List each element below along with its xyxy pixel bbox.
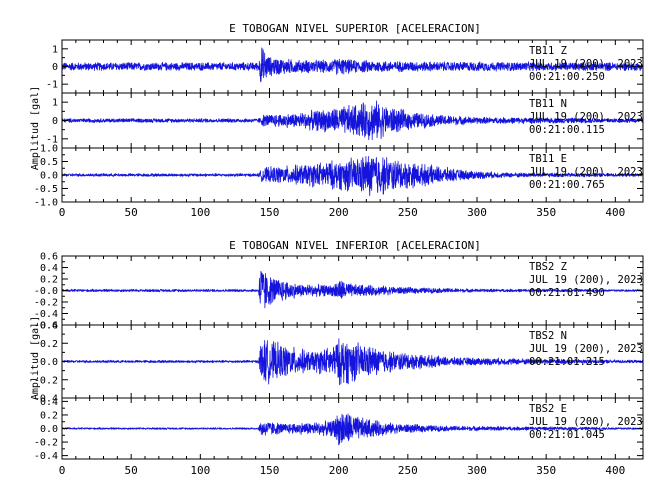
- date-label: JUL 19 (200), 2023: [529, 58, 643, 70]
- time-label: 00:21:00.250: [529, 71, 605, 83]
- y-tick-label: -1: [46, 134, 58, 145]
- x-tick-label: 200: [329, 206, 349, 219]
- y-tick-label: 0.4: [40, 321, 58, 332]
- chart-title-lower: E TOBOGAN NIVEL INFERIOR [ACELERACION]: [229, 239, 481, 252]
- chart-upper: E TOBOGAN NIVEL SUPERIOR [ACELERACION] A…: [30, 22, 644, 219]
- time-label: 00:21:00.765: [529, 179, 605, 191]
- x-tick-label: 0: [59, 206, 66, 219]
- trace-tb11-e: [62, 156, 643, 197]
- trace-tbs2-e: [62, 413, 643, 446]
- station-label: TB11 N: [529, 98, 567, 110]
- y-tick-label: 0.6: [40, 252, 58, 263]
- trace-tbs2-z: [62, 270, 643, 309]
- x-tick-label: 50: [125, 464, 138, 477]
- y-tick-label: 0.4: [40, 263, 58, 274]
- station-label: TB11 E: [529, 153, 567, 165]
- y-tick-label: -0.4: [34, 394, 58, 405]
- x-tick-label: 350: [536, 206, 556, 219]
- x-tick-label: 350: [536, 464, 556, 477]
- y-axis-label-lower: Amplitud [gal]: [30, 316, 41, 400]
- date-label: JUL 19 (200), 2023: [529, 111, 643, 123]
- trace-tb11-z: [62, 47, 643, 83]
- x-tick-label: 50: [125, 206, 138, 219]
- x-tick-label: 200: [329, 464, 349, 477]
- date-label: JUL 19 (200), 2023: [529, 343, 643, 355]
- y-tick-label: -0.2: [34, 298, 58, 309]
- station-label: TB11 Z: [529, 45, 567, 57]
- y-tick-label: 0: [52, 62, 58, 73]
- trace-tb11-n: [62, 100, 643, 141]
- y-tick-label: 0: [52, 116, 58, 127]
- x-tick-label: 250: [398, 206, 418, 219]
- x-tick-label: 100: [190, 464, 210, 477]
- time-label: 00:21:01.490: [529, 287, 605, 299]
- y-tick-label: 0.2: [40, 410, 58, 421]
- date-label: JUL 19 (200), 2023: [529, 166, 643, 178]
- y-tick-label: -1.0: [34, 198, 58, 209]
- y-tick-label: 0.5: [40, 157, 58, 168]
- x-tick-label: 300: [467, 464, 487, 477]
- time-label: 00:21:01.045: [529, 429, 605, 441]
- y-tick-label: 1: [52, 44, 58, 55]
- chart-lower: E TOBOGAN NIVEL INFERIOR [ACELERACION] A…: [30, 239, 644, 477]
- y-tick-label: 0.4: [40, 397, 58, 408]
- chart-title-upper: E TOBOGAN NIVEL SUPERIOR [ACELERACION]: [229, 22, 481, 35]
- station-label: TBS2 N: [529, 330, 567, 342]
- x-tick-label: 400: [605, 464, 625, 477]
- date-label: JUL 19 (200), 2023: [529, 416, 643, 428]
- y-tick-label: 0.2: [40, 339, 58, 350]
- x-tick-label: 250: [398, 464, 418, 477]
- y-tick-label: -0.2: [34, 375, 58, 386]
- x-tick-label: 150: [260, 206, 280, 219]
- y-tick-label: -0.5: [34, 184, 58, 195]
- y-tick-label: 1: [52, 98, 58, 109]
- y-tick-label: -1: [46, 80, 58, 91]
- y-tick-label: 1.0: [40, 144, 58, 155]
- y-tick-label: 0.2: [40, 275, 58, 286]
- y-tick-label: -0.6: [34, 321, 58, 332]
- station-label: TBS2 E: [529, 403, 567, 415]
- x-tick-label: 400: [605, 206, 625, 219]
- time-label: 00:21:01.215: [529, 356, 605, 368]
- x-tick-label: 0: [59, 464, 66, 477]
- x-tick-label: 150: [260, 464, 280, 477]
- y-axis-label-upper: Amplitud [gal]: [30, 86, 41, 170]
- time-label: 00:21:00.115: [529, 124, 605, 136]
- y-tick-label: 0.0: [40, 357, 58, 368]
- y-tick-label: 0.0: [40, 171, 58, 182]
- trace-tbs2-n: [62, 338, 643, 386]
- y-tick-label: -0.0: [34, 286, 58, 297]
- station-label: TBS2 Z: [529, 261, 567, 273]
- y-tick-label: -0.4: [34, 451, 58, 462]
- x-tick-label: 100: [190, 206, 210, 219]
- y-tick-label: -0.4: [34, 309, 58, 320]
- y-tick-label: 0.0: [40, 424, 58, 435]
- date-label: JUL 19 (200), 2023: [529, 274, 643, 286]
- y-tick-label: -0.2: [34, 438, 58, 449]
- x-tick-label: 300: [467, 206, 487, 219]
